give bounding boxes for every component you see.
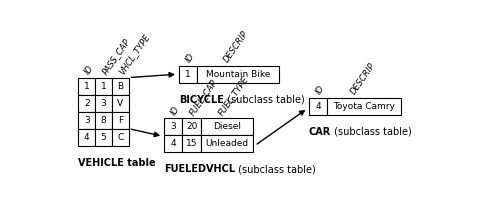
Text: 2: 2 bbox=[84, 99, 90, 108]
Text: FUELEDVHCL: FUELEDVHCL bbox=[164, 164, 235, 174]
Bar bbox=[79, 95, 95, 112]
Text: 1: 1 bbox=[185, 70, 191, 79]
Text: (subclass table): (subclass table) bbox=[235, 164, 316, 174]
Text: 4: 4 bbox=[315, 102, 320, 111]
Text: 4: 4 bbox=[84, 133, 90, 142]
Bar bbox=[79, 112, 95, 129]
Text: B: B bbox=[117, 82, 123, 91]
Text: Diesel: Diesel bbox=[213, 122, 241, 131]
Text: 3: 3 bbox=[170, 122, 176, 131]
Text: ID: ID bbox=[314, 84, 327, 96]
Bar bbox=[112, 95, 128, 112]
Text: ID: ID bbox=[184, 51, 197, 64]
Bar bbox=[179, 66, 197, 83]
Text: ID: ID bbox=[170, 104, 182, 117]
Bar bbox=[182, 135, 201, 152]
Text: FUEL_TYPE: FUEL_TYPE bbox=[217, 74, 250, 117]
Text: Mountain Bike: Mountain Bike bbox=[206, 70, 270, 79]
Text: 15: 15 bbox=[186, 139, 197, 149]
Text: Toyota Camry: Toyota Camry bbox=[333, 102, 395, 111]
Text: VEHICLE table: VEHICLE table bbox=[79, 158, 156, 168]
Text: PASS_CAP: PASS_CAP bbox=[100, 36, 131, 76]
Text: ID: ID bbox=[83, 63, 96, 76]
Bar bbox=[197, 66, 279, 83]
Bar bbox=[95, 112, 112, 129]
Text: VHCL_TYPE: VHCL_TYPE bbox=[117, 32, 151, 76]
Text: V: V bbox=[117, 99, 123, 108]
Text: 8: 8 bbox=[101, 116, 106, 125]
Bar bbox=[112, 129, 128, 146]
Bar bbox=[164, 135, 182, 152]
Text: Unleaded: Unleaded bbox=[205, 139, 249, 149]
Bar bbox=[79, 129, 95, 146]
Text: C: C bbox=[117, 133, 123, 142]
Bar bbox=[95, 78, 112, 95]
Bar bbox=[112, 78, 128, 95]
Bar bbox=[327, 98, 401, 115]
Text: BICYCLE: BICYCLE bbox=[179, 95, 224, 105]
Bar bbox=[308, 98, 327, 115]
Bar bbox=[79, 78, 95, 95]
Text: (subclass table): (subclass table) bbox=[224, 95, 304, 105]
Bar bbox=[95, 129, 112, 146]
Bar bbox=[201, 135, 253, 152]
Text: 1: 1 bbox=[101, 82, 106, 91]
Text: DESCRIP: DESCRIP bbox=[350, 61, 377, 96]
Text: CAR: CAR bbox=[308, 127, 331, 137]
Bar bbox=[112, 112, 128, 129]
Bar bbox=[182, 118, 201, 135]
Text: 1: 1 bbox=[84, 82, 90, 91]
Text: 4: 4 bbox=[171, 139, 176, 149]
Text: 3: 3 bbox=[101, 99, 106, 108]
Text: (subclass table): (subclass table) bbox=[331, 127, 411, 137]
Text: DESCRIP: DESCRIP bbox=[222, 29, 250, 64]
Text: 5: 5 bbox=[101, 133, 106, 142]
Bar bbox=[95, 95, 112, 112]
Bar bbox=[201, 118, 253, 135]
Text: FUEL_CAP: FUEL_CAP bbox=[188, 77, 219, 117]
Bar bbox=[164, 118, 182, 135]
Text: 3: 3 bbox=[84, 116, 90, 125]
Text: F: F bbox=[118, 116, 123, 125]
Text: 20: 20 bbox=[186, 122, 197, 131]
